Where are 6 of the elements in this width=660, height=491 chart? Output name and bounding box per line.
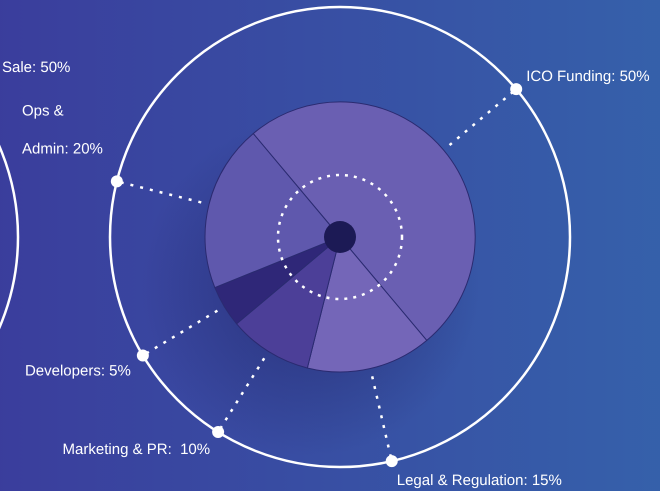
slice-label: Legal & Regulation: 15%	[396, 472, 562, 490]
slice-label: ICO Funding: 50%	[526, 68, 650, 86]
slice-label: Developers: 5%	[24, 362, 131, 380]
slice-label: Marketing & PR: 10%	[62, 441, 210, 458]
category-label: Ops & Admin: 20%	[22, 102, 103, 158]
text: Sale: 50%	[2, 59, 70, 76]
